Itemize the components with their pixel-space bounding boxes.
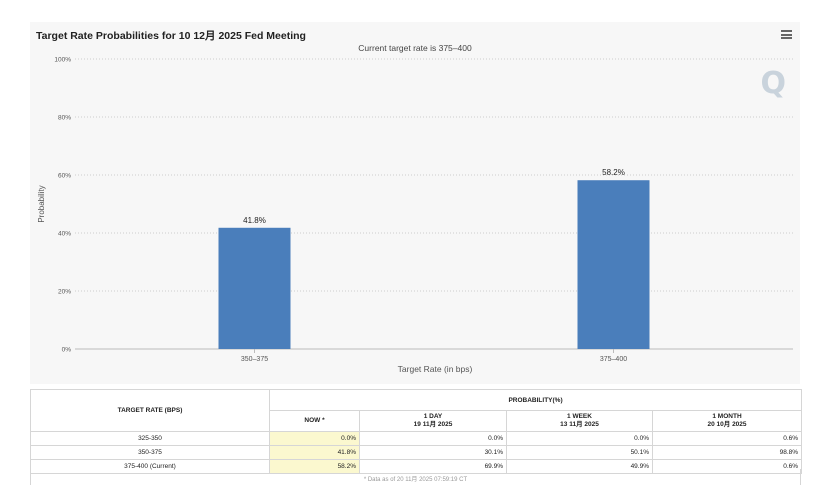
y-tick-label: 60% bbox=[58, 173, 71, 180]
now-cell: 41.8% bbox=[269, 445, 360, 460]
y-tick-label: 100% bbox=[54, 57, 71, 64]
month-cell: 0.6% bbox=[651, 431, 803, 446]
y-axis-title: Probability bbox=[37, 185, 46, 222]
rate-cell: 375-400 (Current) bbox=[30, 459, 270, 474]
header-target-rate: TARGET RATE (BPS) bbox=[30, 389, 270, 432]
header-now: NOW * bbox=[269, 410, 360, 432]
header-1-day: 1 DAY 19 11月 2025 bbox=[359, 410, 507, 432]
bar-chart: 0% 20% 40% 60% 80% 100% 41.8% 350–375 58.2% 375–4… bbox=[37, 57, 793, 374]
y-tick-label: 20% bbox=[58, 289, 71, 296]
month-cell: 0.6% bbox=[651, 459, 803, 474]
table-row: 375-400 (Current) 58.2% 69.9% 49.9% 0.6% bbox=[30, 459, 803, 474]
hamburger-menu-icon[interactable] bbox=[781, 30, 792, 39]
chart-title: Target Rate Probabilities for 10 12月 202… bbox=[36, 30, 306, 42]
month-cell: 98.8% bbox=[651, 445, 803, 460]
week-cell: 50.1% bbox=[506, 445, 653, 460]
table-row: 350-375 41.8% 30.1% 50.1% 98.8% bbox=[30, 445, 803, 460]
rate-cell: 350-375 bbox=[30, 445, 270, 460]
bar[interactable] bbox=[218, 227, 291, 349]
x-tick-label: 375–400 bbox=[600, 356, 627, 363]
table-footer bbox=[30, 469, 801, 485]
table-row: 325-350 0.0% 0.0% 0.0% 0.6% bbox=[30, 431, 803, 446]
x-tick-label: 350–375 bbox=[241, 356, 268, 363]
bar[interactable] bbox=[577, 180, 650, 349]
day-cell: 69.9% bbox=[359, 459, 507, 474]
x-axis-title: Target Rate (in bps) bbox=[398, 364, 473, 374]
probability-table: TARGET RATE (BPS) PROBABILITY(%) NOW * 1… bbox=[30, 389, 803, 474]
watermark-logo: Q bbox=[760, 66, 786, 101]
data-timestamp-note: * Data as of 20 11月 2025 07:59:19 CT bbox=[363, 477, 468, 483]
day-cell: 30.1% bbox=[359, 445, 507, 460]
y-tick-label: 40% bbox=[58, 231, 71, 238]
now-cell: 58.2% bbox=[269, 459, 360, 474]
data-label: 41.8% bbox=[243, 216, 266, 225]
week-cell: 49.9% bbox=[506, 459, 653, 474]
day-cell: 0.0% bbox=[359, 431, 507, 446]
y-tick-label: 0% bbox=[62, 347, 72, 354]
data-label: 58.2% bbox=[602, 168, 625, 177]
chart-panel: 0% 20% 40% 60% 80% 100% 41.8% 350–375 58.2% 375–4… bbox=[30, 22, 800, 384]
y-tick-label: 80% bbox=[58, 115, 71, 122]
header-probability: PROBABILITY(%) bbox=[268, 389, 803, 411]
header-1-month: 1 MONTH 20 10月 2025 bbox=[651, 410, 803, 432]
header-1-week: 1 WEEK 13 11月 2025 bbox=[506, 410, 653, 432]
now-cell: 0.0% bbox=[269, 431, 360, 446]
week-cell: 0.0% bbox=[506, 431, 653, 446]
rate-cell: 325-350 bbox=[30, 431, 270, 446]
chart-subtitle: Current target rate is 375–400 bbox=[358, 43, 472, 53]
